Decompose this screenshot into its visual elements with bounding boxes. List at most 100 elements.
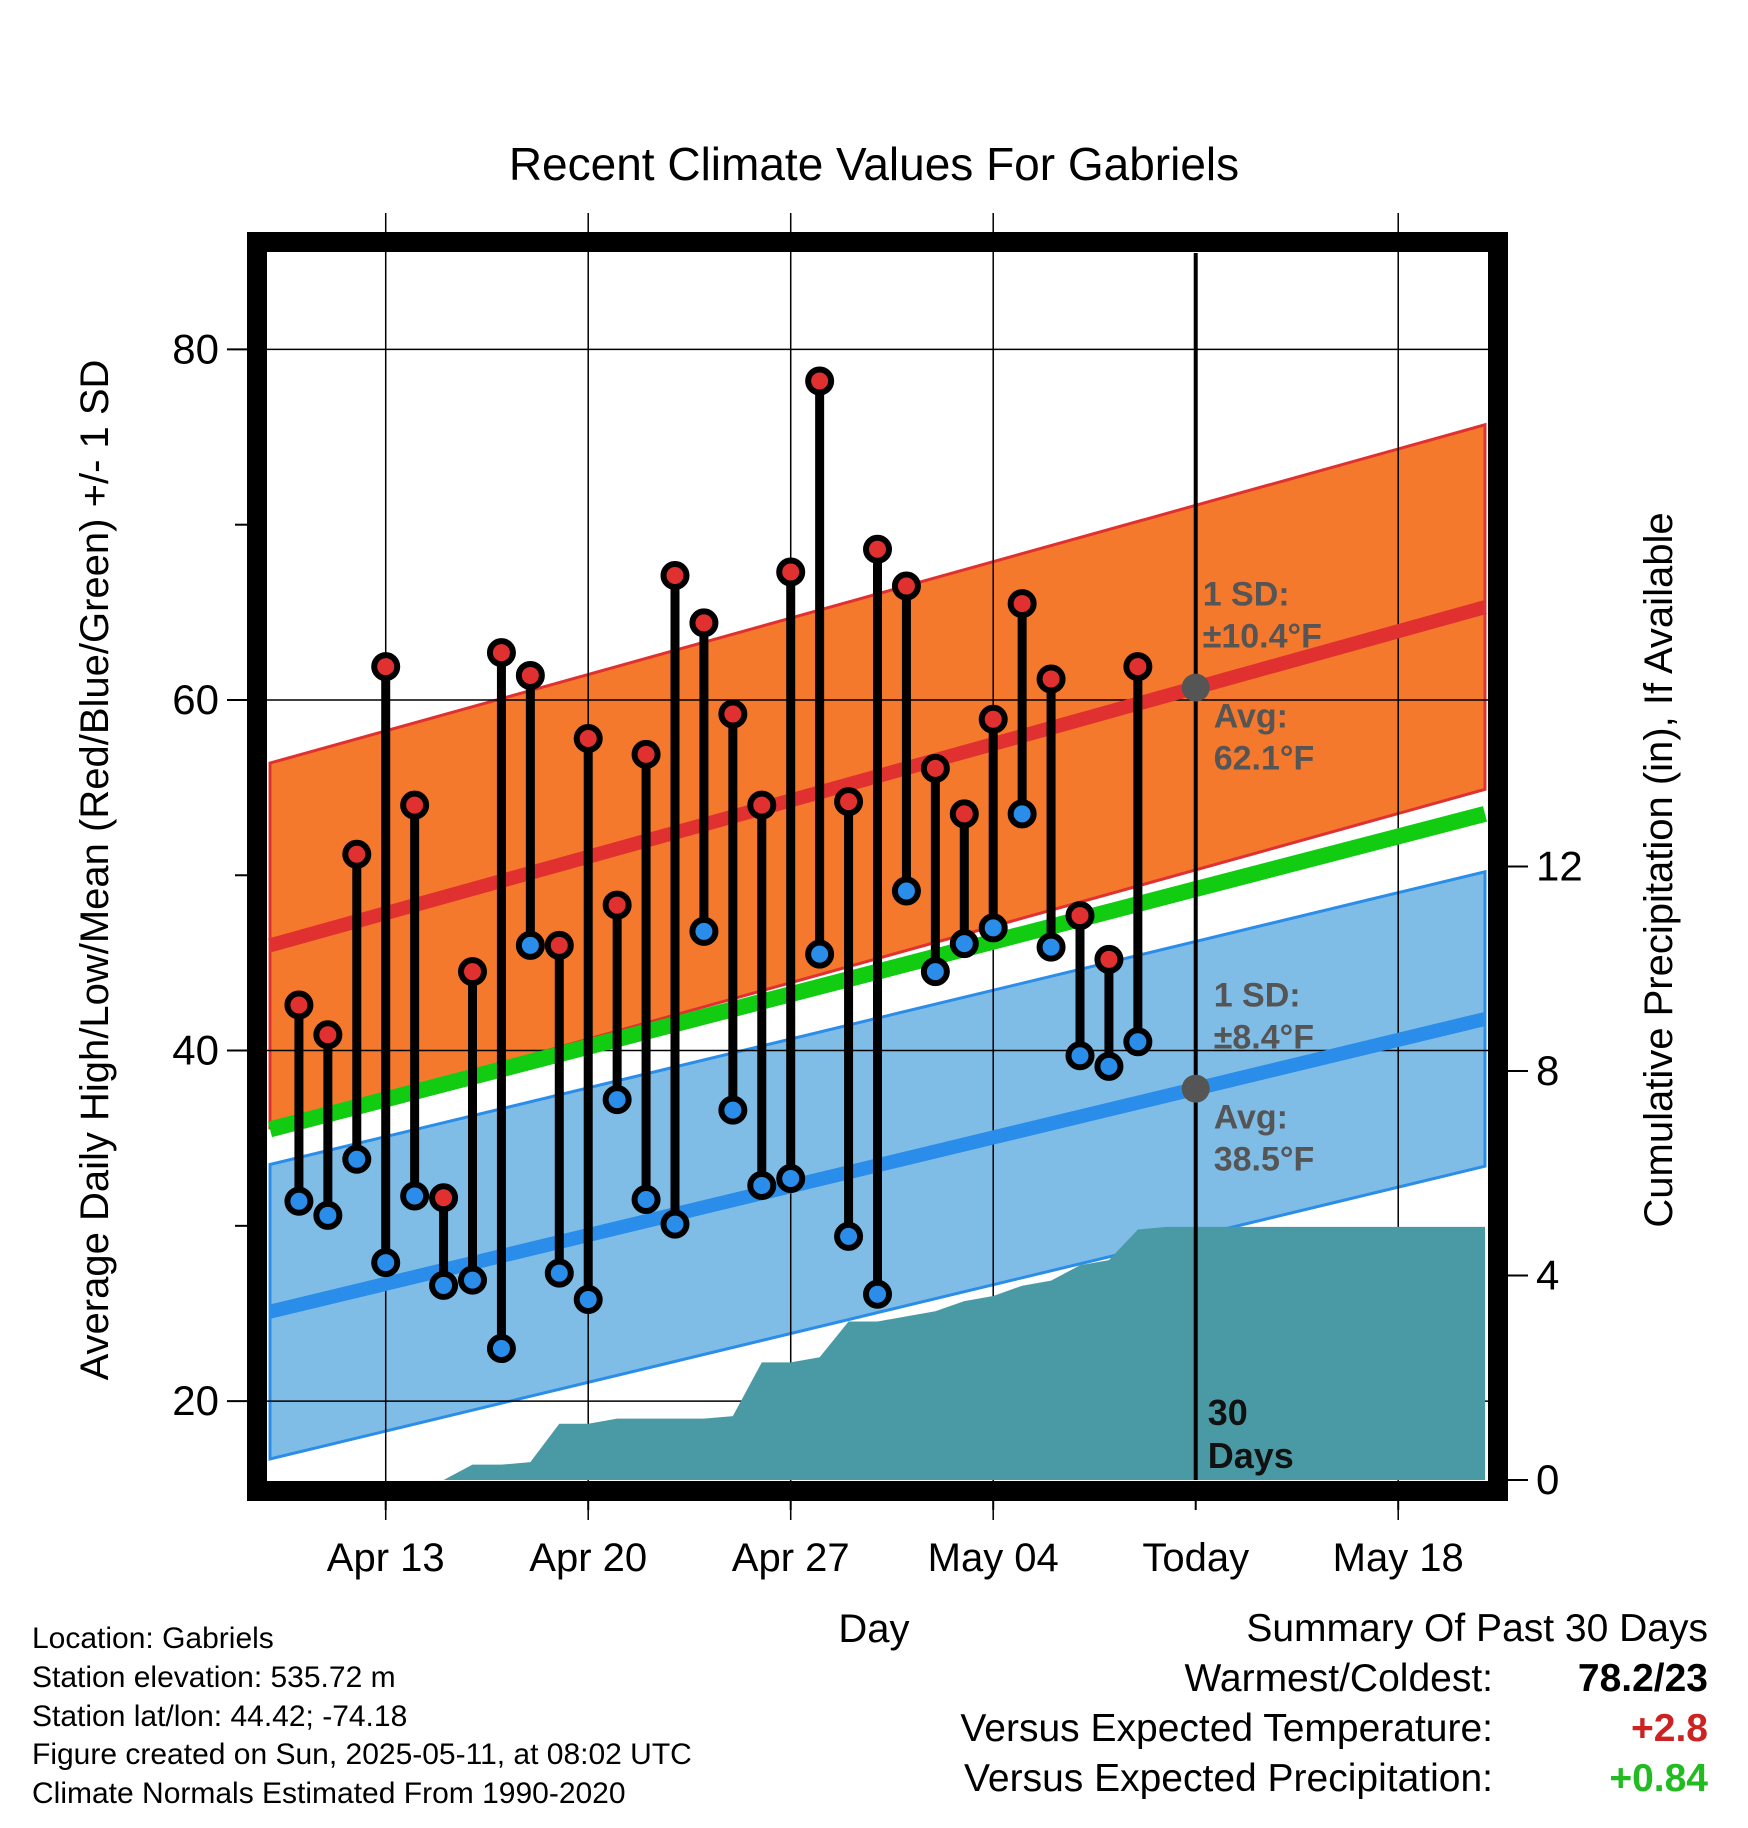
created-text: Figure created on Sun, 2025-05-11, at 08… — [32, 1738, 692, 1772]
daily-high-point — [1094, 944, 1124, 974]
warmest-value: 78.2/23 — [1577, 1657, 1708, 1700]
daily-low-point — [718, 1095, 748, 1125]
daily-high-point — [776, 557, 806, 587]
daily-high-point — [458, 957, 487, 987]
y-tick-label: 60 — [172, 676, 219, 723]
daily-high-point — [660, 561, 690, 591]
daily-high-point — [573, 724, 603, 754]
elevation-text: Station elevation: 535.72 m — [32, 1660, 396, 1694]
daily-high-point — [863, 534, 892, 564]
precip-area — [270, 1226, 1485, 1480]
axes-layer: 20 40 60 80 0 4 8 12 Apr 13 Apr 20 Apr 27 May 04 Tod… — [172, 232, 1583, 1580]
high-avg-title: Avg: — [1214, 698, 1288, 736]
y-tick-label: 20 — [172, 1377, 219, 1424]
days-count-word: Days — [1208, 1435, 1294, 1476]
daily-high-point — [689, 608, 719, 638]
x-tick-label: Apr 13 — [327, 1536, 445, 1580]
y-tick-label: 40 — [172, 1027, 219, 1074]
daily-low-point — [863, 1279, 892, 1309]
temp-label: Versus Expected Temperature: — [960, 1707, 1493, 1750]
low-sd-title: 1 SD: — [1214, 977, 1301, 1015]
daily-low-point — [1007, 799, 1037, 829]
y2-tick-label: 0 — [1536, 1456, 1559, 1503]
summary-warmest-row: Warmest/Coldest: 78.2/23 — [960, 1654, 1708, 1704]
daily-low-point — [371, 1248, 401, 1278]
high-sd-value: ±10.4°F — [1203, 618, 1322, 656]
y-axis-label: Average Daily High/Low/Mean (Red/Blue/Gr… — [73, 360, 117, 1381]
daily-high-point — [602, 890, 632, 920]
summary-title: Summary Of Past 30 Days — [1246, 1607, 1708, 1650]
daily-low-point — [920, 957, 950, 987]
warmest-label: Warmest/Coldest: — [1184, 1657, 1493, 1700]
daily-high-point — [978, 704, 1008, 734]
daily-low-point — [1036, 932, 1066, 962]
daily-high-point — [891, 571, 921, 601]
daily-low-point — [458, 1265, 487, 1295]
summary-precip-row: Versus Expected Precipitation: +0.84 — [960, 1754, 1708, 1804]
daily-high-point — [949, 799, 979, 829]
daily-high-point — [747, 790, 777, 820]
y2-tick-label: 12 — [1536, 843, 1583, 890]
daily-low-point — [342, 1144, 372, 1174]
high-avg-value: 62.1°F — [1214, 740, 1315, 778]
daily-high-point — [515, 660, 545, 690]
latlon-text: Station lat/lon: 44.42; -74.18 — [32, 1699, 408, 1733]
precip-value: +0.84 — [1609, 1757, 1708, 1800]
daily-low-point — [978, 913, 1008, 943]
daily-high-point — [1007, 589, 1037, 619]
plot-frame — [247, 232, 1508, 1501]
x-tick-label: Apr 27 — [732, 1536, 850, 1580]
precip-layer — [270, 1226, 1485, 1480]
summary-temp-row: Versus Expected Temperature: +2.8 — [960, 1704, 1708, 1754]
daily-high-point — [920, 753, 950, 783]
daily-high-point — [834, 787, 864, 817]
daily-high-point — [805, 366, 835, 396]
today-low-avg-marker — [1181, 1074, 1210, 1103]
x-tick-label: Apr 20 — [529, 1536, 647, 1580]
precip-label: Versus Expected Precipitation: — [964, 1757, 1493, 1800]
x-tick-label: May 18 — [1333, 1536, 1464, 1580]
daily-low-point — [776, 1164, 806, 1194]
daily-low-point — [891, 876, 921, 906]
daily-high-point — [486, 638, 516, 668]
daily-low-point — [805, 939, 835, 969]
daily-high-point — [544, 930, 574, 960]
daily-high-point — [1036, 664, 1066, 694]
daily-low-point — [573, 1284, 603, 1314]
y2-axis-label: Cumulative Precipitation (in), If Availa… — [1637, 512, 1681, 1227]
daily-low-point — [747, 1171, 777, 1201]
daily-high-point — [1065, 901, 1095, 931]
daily-low-point — [486, 1334, 516, 1364]
y2-tick-label: 4 — [1536, 1252, 1559, 1299]
chart-title: Recent Climate Values For Gabriels — [509, 138, 1239, 190]
daily-low-point — [689, 916, 719, 946]
daily-high-point — [313, 1020, 343, 1050]
today-high-avg-marker — [1181, 673, 1210, 702]
daily-values-layer — [284, 366, 1153, 1364]
daily-low-point — [602, 1085, 632, 1115]
daily-low-point — [284, 1186, 314, 1216]
daily-low-point — [544, 1258, 574, 1288]
daily-high-point — [429, 1183, 459, 1213]
y-tick-label: 80 — [172, 325, 219, 372]
low-sd-value: ±8.4°F — [1214, 1019, 1314, 1057]
location-text: Location: Gabriels — [32, 1622, 274, 1655]
low-avg-title: Avg: — [1214, 1099, 1288, 1137]
daily-low-point — [429, 1270, 459, 1300]
daily-high-point — [718, 699, 748, 729]
y2-tick-label: 8 — [1536, 1047, 1559, 1094]
daily-low-point — [1094, 1051, 1124, 1081]
daily-low-point — [949, 929, 979, 959]
station-info: Location: Gabriels Station elevation: 53… — [32, 1620, 692, 1814]
daily-high-point — [284, 990, 314, 1020]
temp-value: +2.8 — [1631, 1707, 1708, 1750]
daily-high-point — [1123, 652, 1153, 682]
daily-low-point — [400, 1181, 430, 1211]
x-tick-label: May 04 — [928, 1536, 1059, 1580]
x-axis-label: Day — [838, 1607, 909, 1651]
normals-text: Climate Normals Estimated From 1990-2020 — [32, 1777, 626, 1811]
daily-low-point — [660, 1209, 690, 1239]
daily-high-point — [400, 790, 430, 820]
daily-high-point — [371, 652, 401, 682]
